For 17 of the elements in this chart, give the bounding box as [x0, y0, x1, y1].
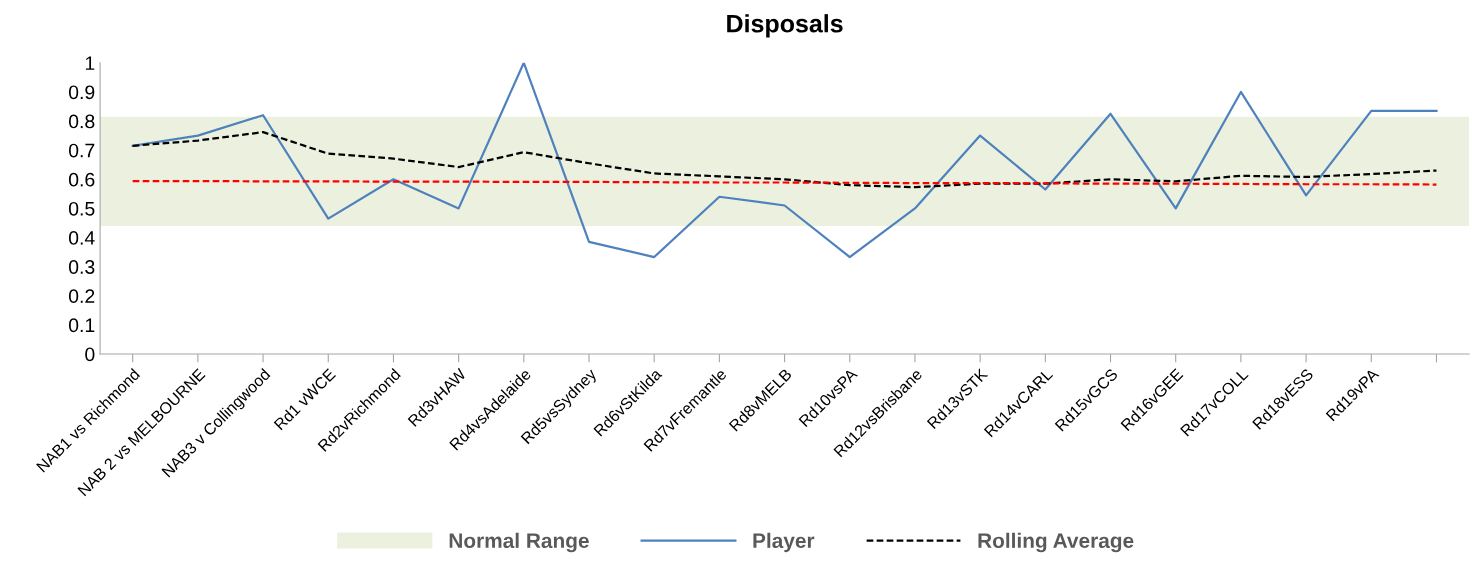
legend-label: Normal Range: [449, 532, 589, 553]
y-tick-label: 1: [85, 56, 95, 70]
line-series: [131, 131, 1438, 189]
y-tick-label: 0.6: [68, 172, 95, 187]
y-tick-label: 0.8: [68, 114, 95, 129]
y-tick-label: 0.2: [68, 289, 95, 304]
y-tick-label: 0.1: [68, 318, 95, 333]
chart-title: Disposals: [727, 14, 843, 38]
legend-label: Rolling Average: [978, 532, 1134, 553]
line-series: [131, 62, 1438, 259]
y-tick-label: 0.7: [68, 143, 95, 158]
y-tick-label: 0.5: [68, 201, 95, 216]
y-tick-label: 0: [85, 347, 95, 362]
y-tick-label: 0.4: [68, 231, 95, 245]
y-tick-label: 0.9: [68, 85, 95, 100]
y-tick-label: 0.3: [68, 260, 95, 274]
legend-label: Player: [753, 532, 815, 553]
